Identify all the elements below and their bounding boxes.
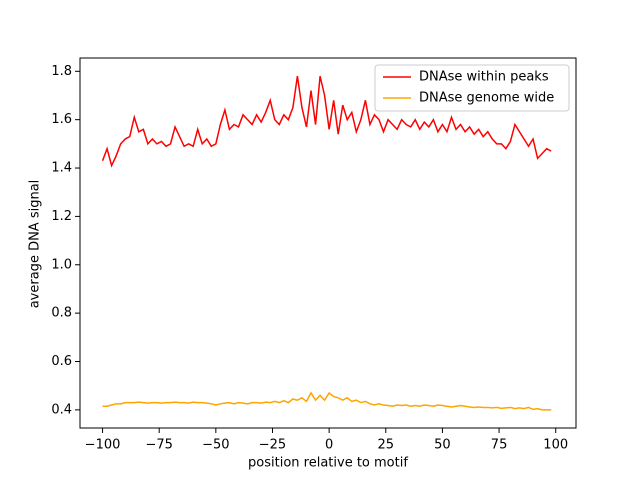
x-tick-label: 100 bbox=[543, 438, 568, 453]
legend-label: DNAse genome wide bbox=[419, 91, 554, 106]
y-tick-label: 0.4 bbox=[51, 402, 72, 417]
legend-box bbox=[374, 64, 570, 112]
x-tick-label: 50 bbox=[434, 438, 451, 453]
x-tick-label: 25 bbox=[378, 438, 395, 453]
x-axis-label: position relative to motif bbox=[248, 456, 408, 471]
x-tick-label: −75 bbox=[145, 438, 172, 453]
y-tick-label: 1.8 bbox=[51, 64, 72, 79]
x-tick-label: −100 bbox=[85, 438, 121, 453]
y-tick-label: 0.8 bbox=[51, 306, 72, 321]
y-tick-label: 1.0 bbox=[51, 257, 72, 272]
x-tick-label: −50 bbox=[202, 438, 229, 453]
x-tick-label: 0 bbox=[325, 438, 333, 453]
y-axis-label: average DNA signal bbox=[28, 180, 43, 309]
y-tick-label: 0.6 bbox=[51, 354, 72, 369]
plot-frame bbox=[79, 57, 577, 429]
x-tick-label: 75 bbox=[491, 438, 508, 453]
y-tick-label: 1.6 bbox=[51, 112, 72, 127]
y-tick-label: 1.4 bbox=[51, 161, 72, 176]
line-series bbox=[101, 75, 552, 168]
line-series bbox=[102, 391, 552, 411]
legend-label: DNAse within peaks bbox=[419, 70, 549, 85]
y-tick-label: 1.2 bbox=[51, 209, 72, 224]
x-tick-label: −25 bbox=[259, 438, 286, 453]
